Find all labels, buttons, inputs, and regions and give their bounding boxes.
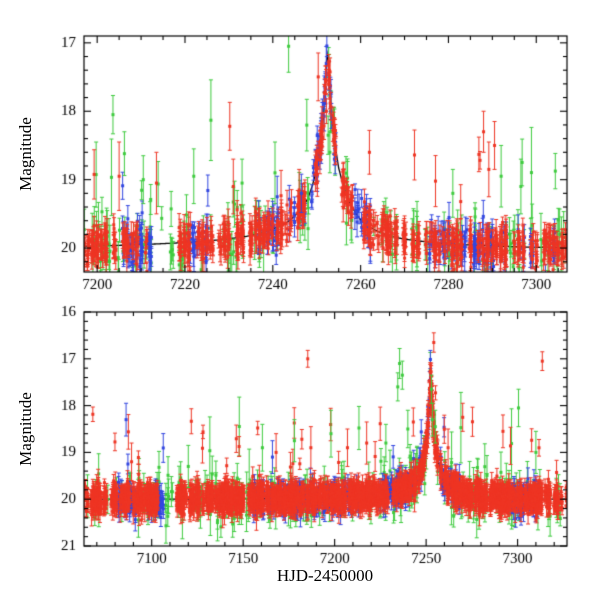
y-axis-label-bottom: Magnitude — [16, 392, 35, 466]
y-axis-label-top: Magnitude — [16, 117, 35, 191]
x-axis-label: HJD-2450000 — [276, 566, 374, 585]
